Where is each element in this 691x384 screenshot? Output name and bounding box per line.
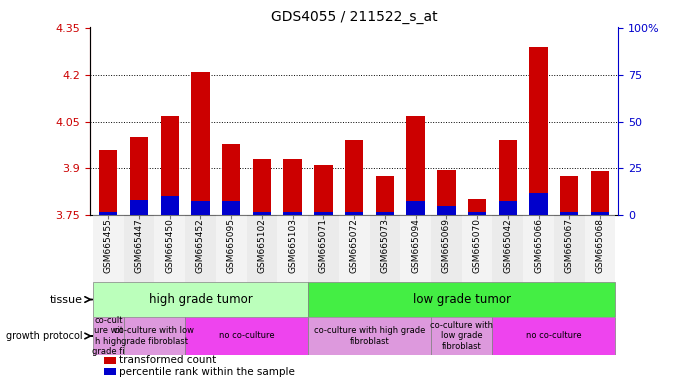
Bar bbox=[406, 116, 425, 215]
Text: co-culture with low
grade fibroblast: co-culture with low grade fibroblast bbox=[115, 326, 194, 346]
Text: percentile rank within the sample: percentile rank within the sample bbox=[119, 367, 295, 377]
Bar bbox=[283, 159, 302, 215]
Bar bbox=[308, 215, 339, 282]
Text: GSM665068: GSM665068 bbox=[596, 218, 605, 273]
Bar bbox=[191, 201, 209, 215]
Bar bbox=[493, 215, 523, 282]
Bar bbox=[560, 176, 578, 215]
Bar bbox=[376, 212, 394, 215]
Bar bbox=[93, 317, 124, 355]
Text: tissue: tissue bbox=[50, 295, 83, 305]
Bar bbox=[124, 317, 185, 355]
Text: GSM665072: GSM665072 bbox=[350, 218, 359, 273]
Bar bbox=[93, 215, 124, 282]
Bar bbox=[560, 212, 578, 215]
Bar bbox=[493, 317, 616, 355]
Bar bbox=[400, 215, 431, 282]
Text: GSM665066: GSM665066 bbox=[534, 218, 543, 273]
Bar bbox=[529, 193, 548, 215]
Text: GSM665067: GSM665067 bbox=[565, 218, 574, 273]
Text: co-culture with high grade
fibroblast: co-culture with high grade fibroblast bbox=[314, 326, 425, 346]
Bar bbox=[529, 47, 548, 215]
Bar bbox=[283, 212, 302, 215]
Bar bbox=[431, 215, 462, 282]
Bar bbox=[591, 172, 609, 215]
Bar bbox=[222, 201, 240, 215]
Text: GSM665447: GSM665447 bbox=[135, 218, 144, 273]
Bar bbox=[216, 215, 247, 282]
Bar bbox=[431, 317, 493, 355]
Text: low grade tumor: low grade tumor bbox=[413, 293, 511, 306]
Text: GSM665070: GSM665070 bbox=[473, 218, 482, 273]
Text: GSM665450: GSM665450 bbox=[165, 218, 174, 273]
Bar bbox=[462, 215, 493, 282]
Text: no co-culture: no co-culture bbox=[526, 331, 582, 341]
Bar bbox=[93, 282, 308, 317]
Bar bbox=[437, 170, 455, 215]
Bar bbox=[124, 215, 154, 282]
Text: GSM665069: GSM665069 bbox=[442, 218, 451, 273]
Bar bbox=[253, 212, 271, 215]
Text: no co-culture: no co-culture bbox=[219, 331, 274, 341]
Bar bbox=[308, 317, 431, 355]
Text: GSM665095: GSM665095 bbox=[227, 218, 236, 273]
Bar bbox=[185, 317, 308, 355]
Bar bbox=[314, 165, 332, 215]
Bar bbox=[437, 206, 455, 215]
Text: GSM665103: GSM665103 bbox=[288, 218, 297, 273]
Text: GSM665073: GSM665073 bbox=[380, 218, 389, 273]
Text: high grade tumor: high grade tumor bbox=[149, 293, 252, 306]
Bar bbox=[499, 141, 517, 215]
Bar bbox=[130, 200, 149, 215]
Bar bbox=[185, 215, 216, 282]
Bar bbox=[247, 215, 277, 282]
Bar bbox=[370, 215, 400, 282]
Bar bbox=[585, 215, 616, 282]
Bar bbox=[314, 212, 332, 215]
Bar bbox=[376, 176, 394, 215]
Text: GSM665094: GSM665094 bbox=[411, 218, 420, 273]
Bar bbox=[130, 137, 149, 215]
Text: GSM665452: GSM665452 bbox=[196, 218, 205, 273]
Text: GSM665042: GSM665042 bbox=[503, 218, 512, 273]
Bar bbox=[523, 215, 554, 282]
Bar bbox=[191, 72, 209, 215]
Bar bbox=[406, 201, 425, 215]
Bar bbox=[339, 215, 370, 282]
Bar bbox=[468, 200, 486, 215]
Text: GSM665455: GSM665455 bbox=[104, 218, 113, 273]
Bar bbox=[345, 141, 363, 215]
Text: co-culture with
low grade
fibroblast: co-culture with low grade fibroblast bbox=[430, 321, 493, 351]
Bar bbox=[308, 282, 616, 317]
Text: GSM665071: GSM665071 bbox=[319, 218, 328, 273]
Title: GDS4055 / 211522_s_at: GDS4055 / 211522_s_at bbox=[271, 10, 437, 25]
Bar bbox=[222, 144, 240, 215]
Bar bbox=[591, 212, 609, 215]
Bar bbox=[154, 215, 185, 282]
Bar bbox=[99, 150, 117, 215]
Text: growth protocol: growth protocol bbox=[6, 331, 83, 341]
Bar bbox=[499, 201, 517, 215]
Bar bbox=[345, 212, 363, 215]
Bar bbox=[277, 215, 308, 282]
Text: transformed count: transformed count bbox=[119, 355, 216, 365]
Bar bbox=[99, 212, 117, 215]
Bar bbox=[554, 215, 585, 282]
Bar bbox=[253, 159, 271, 215]
Bar bbox=[468, 212, 486, 215]
Text: GSM665102: GSM665102 bbox=[258, 218, 267, 273]
Bar bbox=[160, 116, 179, 215]
Text: co-cult
ure wit
h high
grade fi: co-cult ure wit h high grade fi bbox=[92, 316, 124, 356]
Bar bbox=[160, 196, 179, 215]
